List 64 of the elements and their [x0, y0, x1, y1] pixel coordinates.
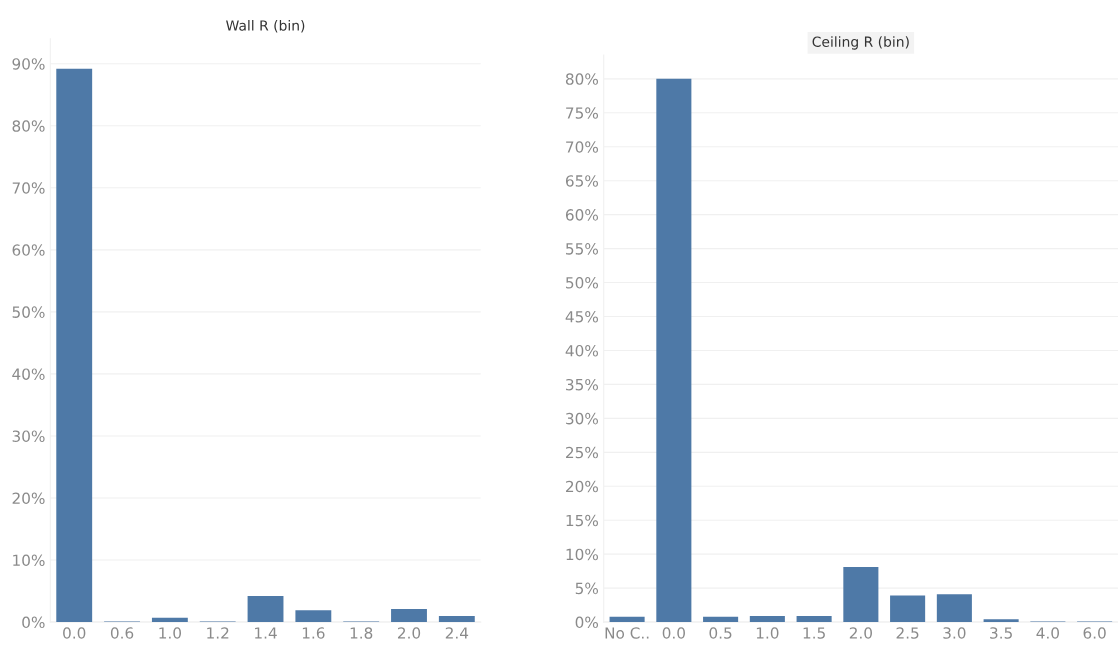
y-tick-label: 70%: [566, 141, 599, 153]
y-tick-label: 25%: [566, 446, 599, 459]
y-tick-label: 5%: [575, 582, 599, 595]
x-tick-label: 0.0: [63, 627, 86, 639]
y-tick-label: 0%: [22, 616, 45, 629]
x-tick-label: 1.2: [207, 627, 229, 639]
chart-title: Ceiling R (bin): [812, 36, 909, 50]
x-tick-label: 2.5: [896, 627, 919, 639]
y-tick-label: 55%: [566, 243, 599, 255]
y-tick-label: 0%: [575, 616, 599, 629]
x-tick-label: 2.0: [397, 627, 421, 639]
bar: [391, 609, 427, 623]
x-tick-label: 1.4: [255, 627, 277, 639]
bar: [247, 596, 284, 623]
x-tick-label: 1.0: [159, 627, 182, 639]
y-tick-label: 30%: [12, 430, 45, 442]
bar: [295, 610, 332, 623]
x-tick-label: 6.0: [1083, 627, 1106, 639]
y-tick-label: 90%: [12, 58, 45, 70]
y-tick-label: 15%: [566, 514, 599, 527]
bar: [56, 68, 93, 623]
y-tick-label: 75%: [566, 107, 599, 119]
bar: [890, 595, 926, 623]
bar: [936, 594, 972, 623]
y-tick-label: 40%: [565, 344, 599, 357]
x-tick-label: No C..: [605, 627, 649, 639]
y-tick-label: 10%: [566, 548, 599, 561]
x-tick-label: 1.6: [302, 627, 325, 639]
bar: [609, 616, 645, 623]
chart-title: Wall R (bin): [226, 19, 305, 33]
bar: [703, 616, 739, 623]
x-tick-label: 2.4: [445, 627, 469, 639]
bar: [749, 615, 785, 623]
bar: [656, 78, 692, 623]
y-tick-label: 50%: [566, 277, 599, 289]
x-tick-label: 1.0: [756, 627, 779, 639]
y-tick-label: 35%: [566, 378, 599, 391]
y-tick-label: 60%: [565, 209, 599, 221]
x-tick-label: 3.0: [943, 627, 966, 639]
y-tick-label: 20%: [566, 480, 599, 493]
bar: [796, 615, 832, 623]
y-tick-label: 80%: [12, 120, 45, 132]
bar: [151, 617, 188, 623]
y-tick-label: 70%: [12, 182, 45, 194]
x-tick-label: 4.0: [1036, 627, 1060, 639]
y-tick-label: 80%: [565, 73, 599, 85]
x-tick-label: 2.0: [849, 627, 872, 639]
x-tick-label: 3.5: [990, 627, 1012, 639]
y-tick-label: 30%: [566, 412, 599, 425]
x-tick-label: 0.6: [110, 627, 134, 639]
y-tick-label: 40%: [12, 368, 45, 380]
bar: [438, 615, 475, 623]
x-tick-label: 1.5: [803, 627, 825, 639]
y-tick-label: 65%: [565, 175, 599, 187]
x-tick-label: 0.5: [709, 627, 732, 639]
x-tick-label: 0.0: [662, 627, 685, 639]
y-tick-label: 20%: [12, 492, 45, 505]
y-tick-label: 50%: [12, 306, 45, 318]
y-tick-label: 60%: [12, 244, 45, 256]
bar: [983, 619, 1019, 623]
x-tick-label: 1.8: [350, 627, 373, 639]
y-tick-label: 10%: [13, 554, 45, 567]
bar: [843, 567, 879, 623]
y-tick-label: 45%: [565, 310, 599, 323]
